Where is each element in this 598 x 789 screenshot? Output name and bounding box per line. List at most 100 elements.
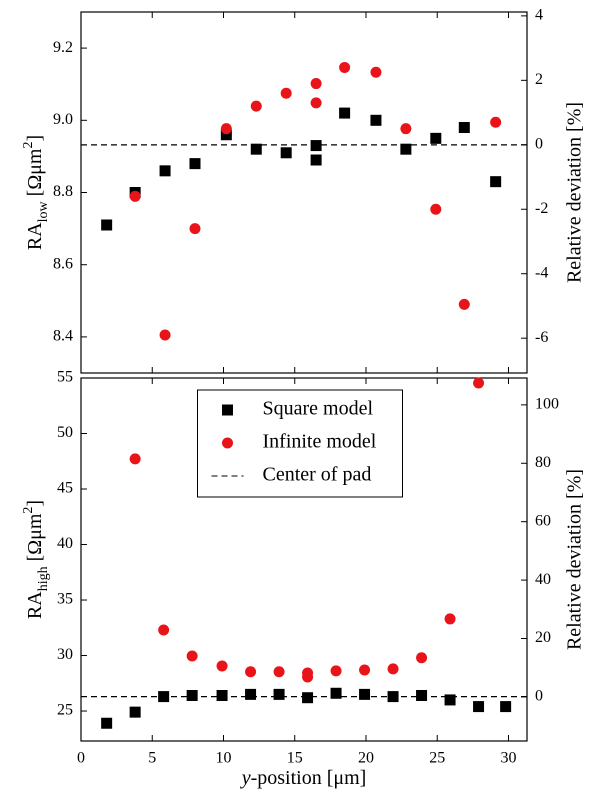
y2-tick-label: -4 <box>535 264 548 281</box>
label-part: -position [μm] <box>251 767 367 789</box>
y-tick-label: 50 <box>57 424 73 441</box>
y-tick-label: 8.6 <box>53 255 73 272</box>
y-tick-label: 40 <box>57 535 73 552</box>
square-marker <box>444 694 456 706</box>
square-marker <box>330 687 342 699</box>
y2-tick-label: 40 <box>535 571 551 588</box>
square-marker <box>359 688 371 700</box>
y-tick-label: 45 <box>57 480 73 497</box>
y2-tick-label: 0 <box>535 135 543 152</box>
label-part: [Ωμm <box>24 513 46 566</box>
plot-frame <box>80 11 528 374</box>
circle-marker <box>129 453 141 465</box>
label-part: 2 <box>21 142 36 149</box>
y-tick-label: 9.0 <box>53 111 73 128</box>
x-tick-label: 30 <box>500 750 516 767</box>
square-marker <box>310 154 322 166</box>
square-marker <box>339 107 351 119</box>
y-tick-label: 9.2 <box>53 39 73 56</box>
label-part: y <box>240 767 251 789</box>
y2-axis-label: Relative deviation [%] <box>564 469 586 650</box>
circle-marker <box>416 652 428 664</box>
square-marker <box>189 158 201 170</box>
circle-marker <box>330 665 342 677</box>
y-tick-label: 8.4 <box>53 328 73 345</box>
square-marker <box>220 129 232 141</box>
circle-marker <box>220 123 232 135</box>
y2-tick-label: 2 <box>535 71 543 88</box>
label-part: high <box>36 566 51 591</box>
y-tick-label: 35 <box>57 591 73 608</box>
label-part: low <box>36 200 51 222</box>
circle-marker <box>159 329 171 341</box>
x-tick-label: 15 <box>287 750 303 767</box>
square-marker <box>159 165 171 177</box>
square-marker <box>302 692 314 704</box>
label-part: ] <box>24 135 46 142</box>
legend-label: Infinite model <box>263 431 377 453</box>
circle-marker <box>430 203 442 215</box>
square-marker <box>101 717 113 729</box>
y-tick-label: 55 <box>57 369 73 386</box>
circle-marker <box>280 87 292 99</box>
legend-label: Square model <box>263 398 374 420</box>
square-marker <box>216 689 228 701</box>
circle-marker <box>158 624 170 636</box>
y-tick-label: 8.8 <box>53 183 73 200</box>
x-tick-label: 25 <box>429 750 445 767</box>
circle-marker <box>458 298 470 310</box>
circle-marker <box>186 650 198 662</box>
circle-marker <box>444 613 456 625</box>
square-marker <box>101 219 113 231</box>
y2-tick-label: 4 <box>535 7 543 24</box>
legend-label: Center of pad <box>263 464 372 486</box>
square-marker <box>416 689 428 701</box>
label-part: 2 <box>21 507 36 514</box>
square-marker <box>473 701 485 713</box>
y2-tick-label: -2 <box>535 200 548 217</box>
circle-marker <box>339 61 351 73</box>
circle-marker <box>245 666 257 678</box>
y-tick-label: 30 <box>57 646 73 663</box>
circle-marker <box>310 97 322 109</box>
label-part: [Ωμm <box>24 148 46 201</box>
y-tick-label: 25 <box>57 702 73 719</box>
y2-tick-label: 0 <box>535 688 543 705</box>
y2-tick-label: -6 <box>535 329 548 346</box>
y-axis-label: RAhigh [Ωμm2] <box>21 500 51 619</box>
circle-marker <box>129 190 141 202</box>
square-marker <box>129 706 141 718</box>
label-part: RA <box>24 222 46 250</box>
circle-marker <box>359 664 371 676</box>
square-marker <box>250 143 262 155</box>
y2-tick-label: 100 <box>535 396 559 413</box>
circle-marker <box>273 666 285 678</box>
y2-axis-label: Relative deviation [%] <box>564 102 586 283</box>
circle-marker <box>310 78 322 90</box>
square-marker <box>400 143 412 155</box>
circle-marker <box>387 663 399 675</box>
y2-tick-label: 60 <box>535 512 551 529</box>
square-marker <box>245 688 257 700</box>
square-marker <box>500 701 512 713</box>
square-marker <box>310 140 322 152</box>
legend-circle <box>222 437 233 449</box>
circle-marker <box>302 671 314 683</box>
square-marker <box>186 689 198 701</box>
circle-marker <box>400 123 412 135</box>
square-marker <box>370 114 382 126</box>
circle-marker <box>216 660 228 672</box>
legend-square <box>222 404 233 416</box>
square-marker <box>430 132 442 144</box>
y-axis-label: RAlow [Ωμm2] <box>21 135 51 250</box>
square-marker <box>458 122 470 134</box>
circle-marker <box>473 377 485 389</box>
square-marker <box>490 176 502 188</box>
y2-tick-label: 80 <box>535 454 551 471</box>
x-tick-label: 20 <box>358 750 374 767</box>
label-part: RA <box>24 591 46 619</box>
x-tick-label: 10 <box>215 750 231 767</box>
circle-marker <box>370 66 382 78</box>
circle-marker <box>189 223 201 235</box>
